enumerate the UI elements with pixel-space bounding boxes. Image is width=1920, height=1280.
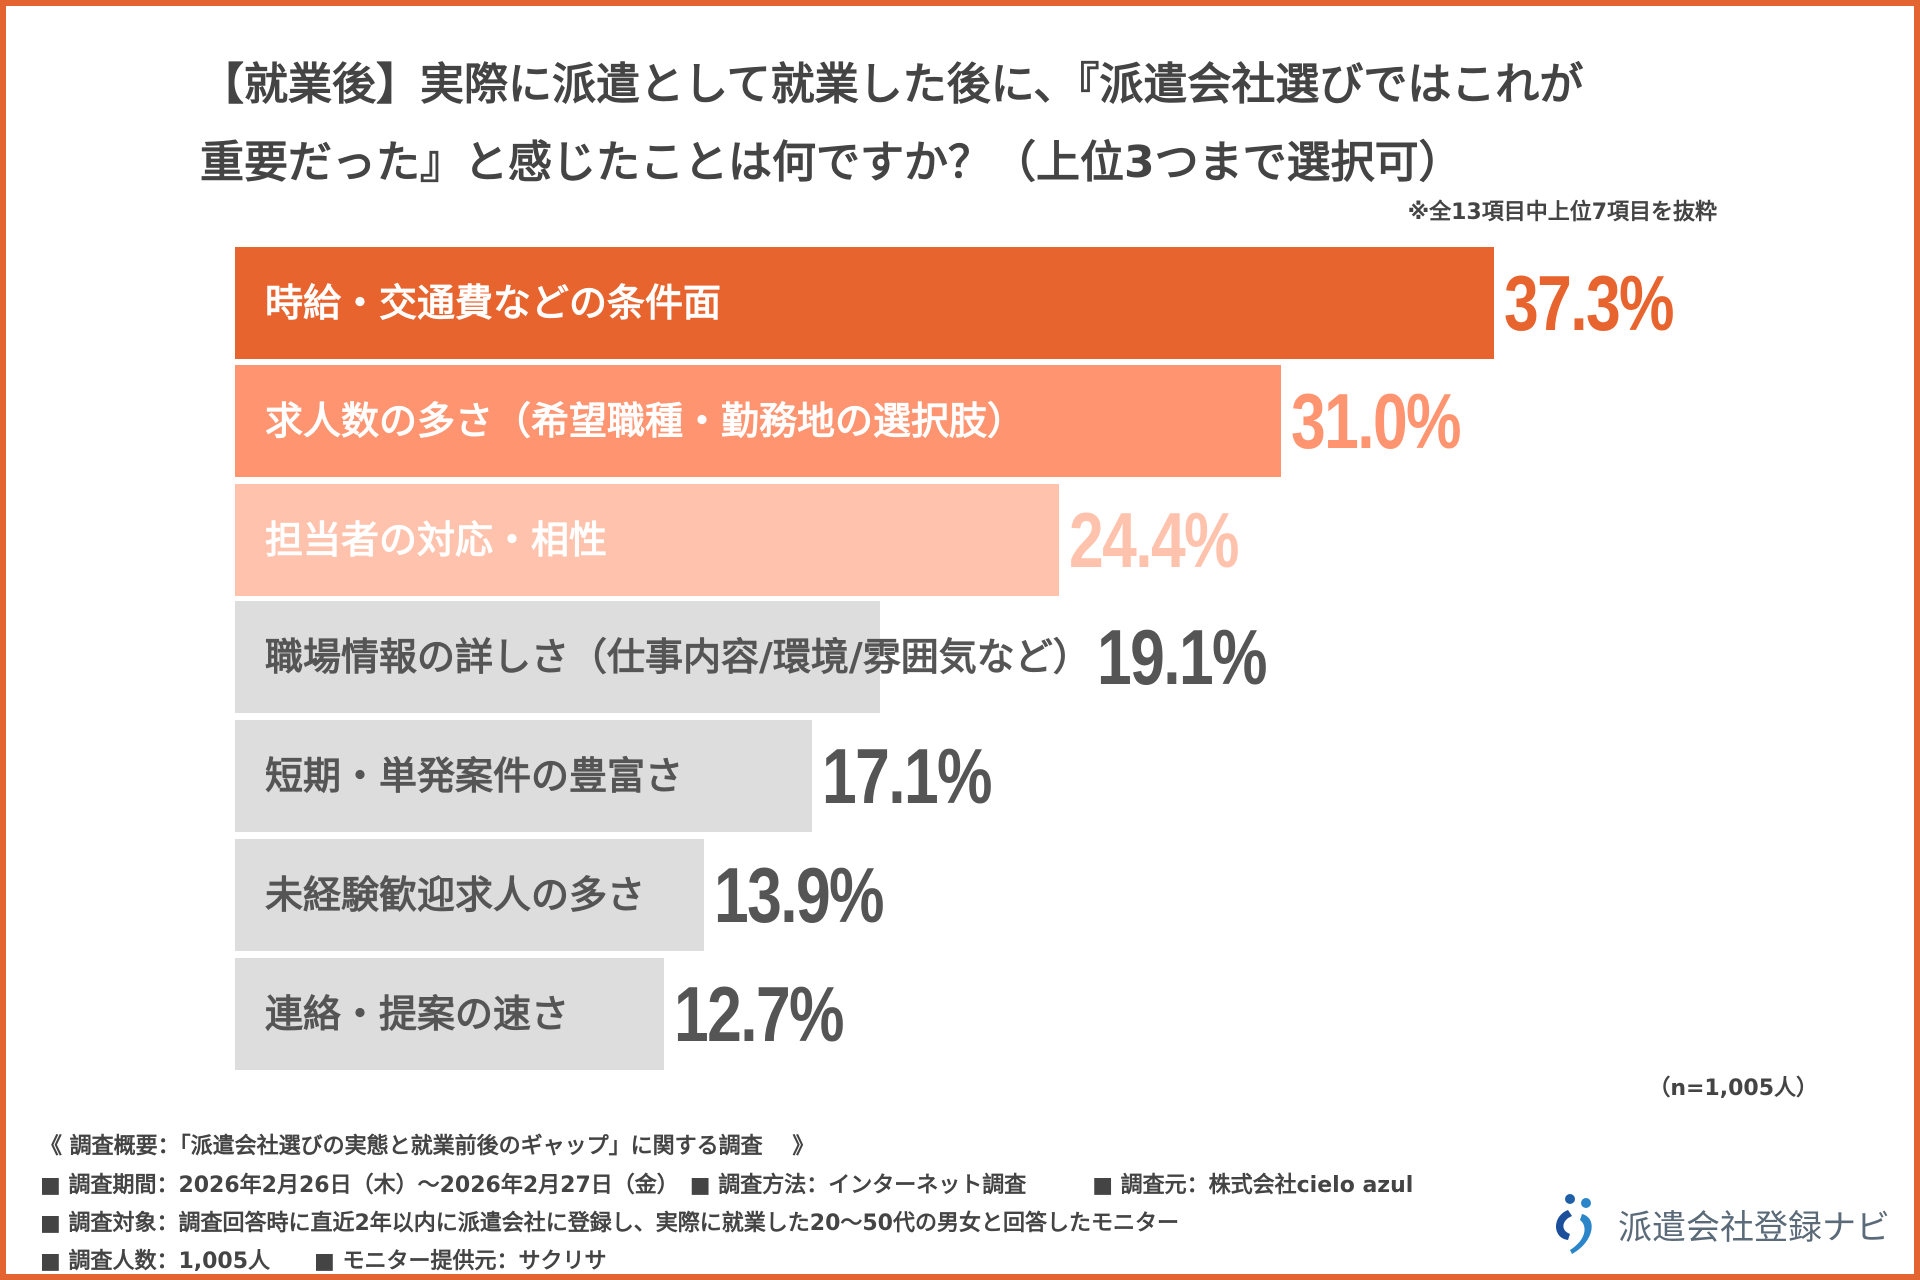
- logo-text: 派遣会社登録ナビ: [1618, 1207, 1890, 1248]
- bar: 未経験歓迎求人の多さ: [235, 839, 705, 951]
- data-label: 12.7%: [673, 970, 845, 1058]
- title-line-1: 【就業後】実際に派遣として就業した後に、『派遣会社選びではこれが: [200, 59, 1584, 110]
- data-label: 24.4%: [1068, 496, 1240, 584]
- logo: 派遣会社登録ナビ: [1548, 1192, 1890, 1256]
- footer-heading: 《 調査概要：「派遣会社選びの実態と就業前後のギャップ」に関する調査 》: [40, 1134, 815, 1159]
- footer-line-2: ■ 調査対象：調査回答時に直近2年以内に派遣会社に登録し、実際に就業した20～5…: [40, 1211, 1179, 1236]
- footer-line-3: ■ 調査人数：1,005人 ■ モニター提供元：サクリサ: [40, 1249, 607, 1274]
- data-label: 19.1%: [1097, 613, 1268, 701]
- chart-note: ※全13項目中上位7項目を抜粋: [1407, 200, 1717, 225]
- data-label: 17.1%: [822, 732, 993, 820]
- sample-size: （n=1,005人）: [1648, 1076, 1818, 1101]
- bar: 連絡・提案の速さ: [235, 958, 664, 1070]
- bar: 職場情報の詳しさ（仕事内容/環境/雰囲気など）: [235, 601, 1091, 713]
- bar-label: 時給・交通費などの条件面: [265, 281, 722, 325]
- data-label: 37.3%: [1504, 259, 1675, 347]
- bar-label: 担当者の対応・相性: [265, 518, 608, 562]
- bar-label: 短期・単発案件の豊富さ: [265, 754, 684, 798]
- data-label: 31.0%: [1291, 377, 1462, 465]
- bar-label: 連絡・提案の速さ: [265, 992, 570, 1036]
- bar: 担当者の対応・相性: [235, 484, 1059, 596]
- bar-label: 未経験歓迎求人の多さ: [265, 873, 646, 917]
- bar-label: 求人数の多さ（希望職種・勤務地の選択肢）: [265, 399, 1026, 443]
- bar-label: 職場情報の詳しさ（仕事内容/環境/雰囲気など）: [265, 635, 1091, 679]
- bar: 求人数の多さ（希望職種・勤務地の選択肢）: [235, 365, 1282, 477]
- chart-title: 【就業後】実際に派遣として就業した後に、『派遣会社選びではこれが 重要だった』と…: [200, 46, 1730, 202]
- title-line-2: 重要だった』と感じたことは何ですか？（上位3つまで選択可）: [200, 137, 1463, 188]
- bar: 時給・交通費などの条件面: [235, 247, 1494, 359]
- footer-line-1: ■ 調査期間：2026年2月26日（木）～2026年2月27日（金） ■ 調査方…: [40, 1173, 1414, 1198]
- data-label: 13.9%: [714, 851, 885, 939]
- people-logo-icon: [1556, 1194, 1592, 1254]
- bar: 短期・単発案件の豊富さ: [235, 720, 813, 832]
